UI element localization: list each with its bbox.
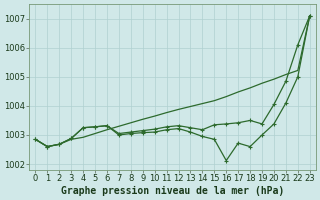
X-axis label: Graphe pression niveau de la mer (hPa): Graphe pression niveau de la mer (hPa) bbox=[61, 186, 284, 196]
